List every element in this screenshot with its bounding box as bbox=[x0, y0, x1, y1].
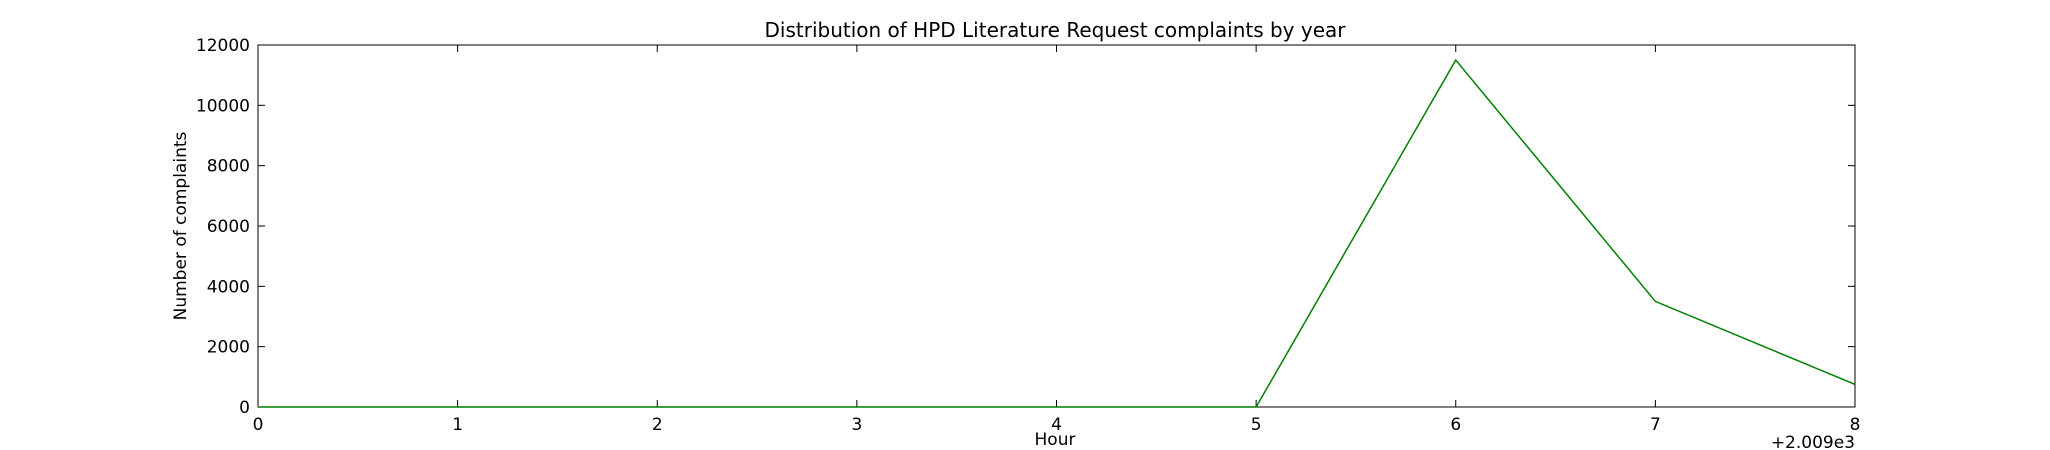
y-tick-label: 2000 bbox=[207, 338, 250, 358]
x-axis-tick-labels: 0 1 2 3 4 5 6 7 8 bbox=[253, 415, 1861, 435]
x-tick-label: 3 bbox=[851, 415, 862, 435]
y-tick-label: 4000 bbox=[207, 277, 250, 297]
plot-frame bbox=[257, 44, 1856, 408]
x-tick-label: 7 bbox=[1650, 415, 1661, 435]
series-layer bbox=[257, 58, 1856, 408]
y-tick-label: 0 bbox=[239, 398, 250, 418]
plot-area bbox=[257, 44, 1856, 408]
y-tick-label: 12000 bbox=[196, 36, 250, 56]
y-tick-label: 6000 bbox=[207, 217, 250, 237]
y-axis-tick-labels: 0 2000 4000 6000 8000 10000 12000 bbox=[196, 36, 250, 418]
x-axis-title: Hour bbox=[1035, 430, 1076, 450]
chart-title: Distribution of HPD Literature Request c… bbox=[765, 18, 1347, 42]
x-tick-label: 5 bbox=[1251, 415, 1262, 435]
y-tick-label: 8000 bbox=[207, 157, 250, 177]
x-tick-label: 0 bbox=[253, 415, 264, 435]
x-tick-label: 4 bbox=[1051, 415, 1062, 435]
y-axis-title: Number of complaints bbox=[171, 131, 191, 320]
x-axis-offset-label: +2.009e3 bbox=[1771, 433, 1855, 450]
y-tick-label: 10000 bbox=[196, 96, 250, 116]
x-tick-label: 1 bbox=[452, 415, 463, 435]
x-tick-label: 2 bbox=[652, 415, 663, 435]
x-tick-label: 6 bbox=[1450, 415, 1461, 435]
x-tick-label: 8 bbox=[1850, 415, 1861, 435]
